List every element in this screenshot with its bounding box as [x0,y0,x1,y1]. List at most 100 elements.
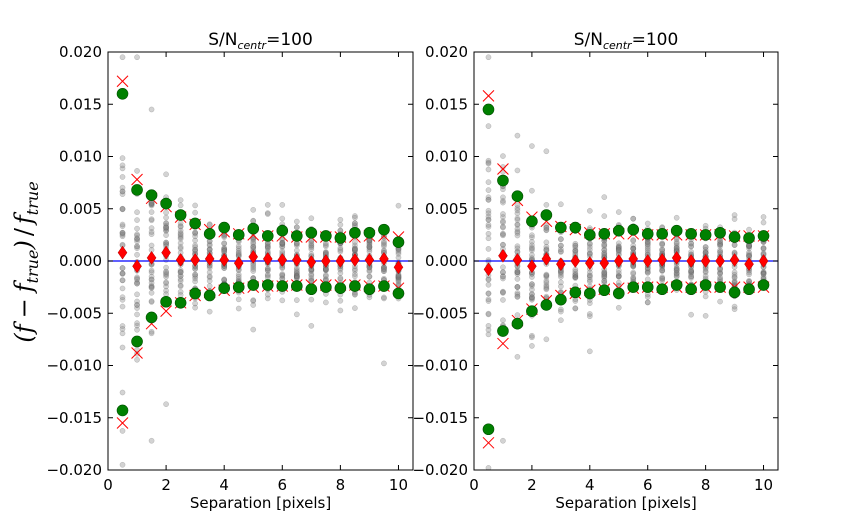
scatter-point [601,242,608,248]
scatter-point [366,267,373,274]
scatter-point [148,269,155,276]
scatter-point [134,235,140,241]
scatter-point [543,283,550,290]
scatter-point [134,276,140,283]
scatter-point [514,294,521,300]
scatter-point [293,218,300,225]
scatter-point [702,268,709,275]
scatter-point [529,274,535,280]
scatter-point [644,240,651,246]
scatter-point [529,295,535,302]
scatter-point [134,168,140,174]
y-tick-label: 0.015 [425,95,468,113]
scatter-point [601,194,608,200]
scatter-point [601,274,608,281]
x-axis-label: Separation [pixels] [555,494,696,512]
scatter-point [673,269,680,276]
spread-circle-marker [334,232,347,244]
scatter-outlier [163,401,169,408]
scatter-point [514,284,521,290]
scatter-point [381,240,387,246]
scatter-point [279,297,286,304]
scatter-point [119,191,126,198]
spread-circle-marker [160,295,172,308]
scatter-point [119,162,126,169]
mean-diamond-marker [175,253,186,267]
scatter-point [601,213,608,219]
scatter-point [148,299,155,305]
scatter-point [500,219,506,226]
scatter-point [717,271,723,277]
scatter-point [119,270,126,277]
scatter-point [731,306,738,313]
scatter-point [702,244,709,251]
scatter-point [250,243,257,250]
scatter-point [177,283,184,290]
scatter-point [163,171,169,178]
scatter-point [134,231,140,238]
scatter-point [514,271,521,277]
scatter-point [250,302,257,308]
spread-circle-marker [320,230,332,242]
spread-circle-marker [526,305,538,317]
scatter-point [500,199,506,206]
scatter-point [119,265,126,272]
scatter-point [163,228,169,234]
expected-x-marker [482,436,495,449]
scatter-outlier [543,148,550,155]
scatter-point [615,273,622,279]
mean-diamond-marker [248,249,259,264]
scatter-point [746,243,752,250]
scatter-point [615,279,622,286]
x-tick-label: 8 [336,476,346,494]
scatter-outlier [119,461,126,468]
scatter-point [659,246,666,253]
scatter-point [688,269,694,276]
scatter-point [485,213,492,220]
scatter-point [500,317,506,324]
scatter-point [148,273,155,280]
mean-diamond-marker [219,253,229,267]
scatter-point [644,242,651,248]
scatter-point [206,246,213,253]
scatter-point [601,271,608,277]
scatter-point [206,278,213,284]
scatter-outlier [381,360,387,367]
mean-diamond-marker [335,254,346,268]
y-tick-label: −0.020 [46,461,102,479]
scatter-point [760,214,767,220]
scatter-point [134,311,140,318]
scatter-point [630,237,637,243]
scatter-point [500,211,506,217]
scatter-point [659,268,666,274]
scatter-point [395,275,402,282]
scatter-point [500,223,506,230]
mean-diamond-marker [190,253,200,267]
scatter-point [134,322,140,329]
scatter-point [731,278,738,285]
scatter-point [279,241,286,248]
mean-diamond-marker [498,248,508,263]
scatter-point [381,265,387,272]
x-stroke [131,173,143,186]
scatter-point [323,242,329,248]
scatter-point [352,247,358,253]
scatter-point [337,270,344,276]
scatter-point [308,215,315,222]
scatter-point [192,300,198,307]
scatter-point [148,289,155,296]
scatter-point [352,291,358,298]
scatter-point [673,236,680,243]
scatter-point [119,205,126,212]
scatter-point [366,244,373,251]
scatter-point [192,246,198,253]
scatter-point [177,282,184,289]
scatter-point [659,275,666,282]
scatter-outlier [529,143,535,149]
y-tick-label: −0.005 [412,304,468,322]
scatter-point [572,242,579,249]
mean-diamond-marker [700,254,711,268]
scatter-point [514,269,521,276]
spread-circle-marker [378,223,390,236]
scatter-point [279,239,286,246]
